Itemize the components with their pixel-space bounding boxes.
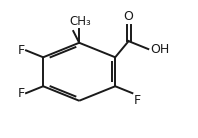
Text: CH₃: CH₃ [69, 15, 91, 28]
Text: F: F [17, 44, 25, 57]
Text: F: F [17, 87, 25, 100]
Text: OH: OH [150, 43, 169, 56]
Text: O: O [124, 10, 133, 23]
Text: F: F [133, 94, 140, 107]
